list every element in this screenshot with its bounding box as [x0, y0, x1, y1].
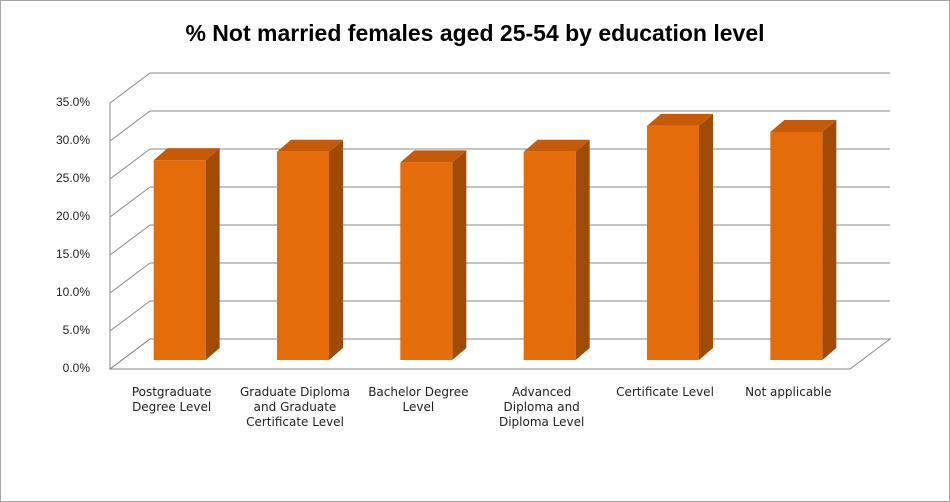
bar-side	[822, 120, 837, 360]
bar-side	[575, 139, 590, 360]
y-tick-label: 30.0%	[56, 133, 90, 147]
y-tick-label: 15.0%	[56, 247, 90, 261]
bar-top	[400, 150, 467, 163]
y-tick-label: 25.0%	[56, 171, 90, 185]
bar	[647, 125, 699, 360]
bar	[277, 151, 329, 360]
bar-top	[770, 120, 837, 132]
bar-side	[205, 148, 220, 360]
x-tick-label: Not applicable	[745, 385, 832, 399]
x-tick-label: Graduate Diploma and Graduate Certificat…	[240, 385, 350, 429]
bar	[770, 132, 823, 360]
chart-title: % Not married females aged 25-54 by educ…	[185, 20, 764, 46]
y-tick-label: 20.0%	[56, 209, 90, 223]
y-tick-label: 35.0%	[56, 95, 90, 109]
grid-line-side	[109, 110, 151, 142]
x-tick-label: Bachelor Degree Level	[368, 385, 469, 414]
y-tick-label: 0.0%	[63, 361, 91, 375]
grid-line-side	[109, 224, 151, 256]
bar	[523, 151, 576, 360]
grid-line-side	[109, 262, 151, 294]
bar-side	[699, 113, 713, 360]
bar-top	[277, 139, 343, 152]
bar	[153, 160, 206, 360]
bar	[400, 162, 453, 360]
y-tick-label: 10.0%	[56, 285, 90, 299]
x-tick-label: Postgraduate Degree Level	[131, 385, 212, 414]
bar-side	[452, 150, 467, 360]
grid-line-side	[109, 338, 151, 370]
grid-line-side	[109, 72, 151, 104]
grid-line-side	[109, 186, 151, 218]
x-tick-label: Advanced Diploma and Diploma Level	[498, 385, 585, 429]
y-tick-label: 5.0%	[63, 323, 91, 337]
bar-top	[523, 139, 590, 152]
grid-line-side	[109, 300, 151, 332]
bar-top	[647, 113, 713, 126]
bar-top	[153, 148, 220, 161]
grid-line-side	[109, 148, 151, 180]
x-tick-label: Certificate Level	[616, 385, 714, 399]
bar-side	[329, 139, 343, 360]
